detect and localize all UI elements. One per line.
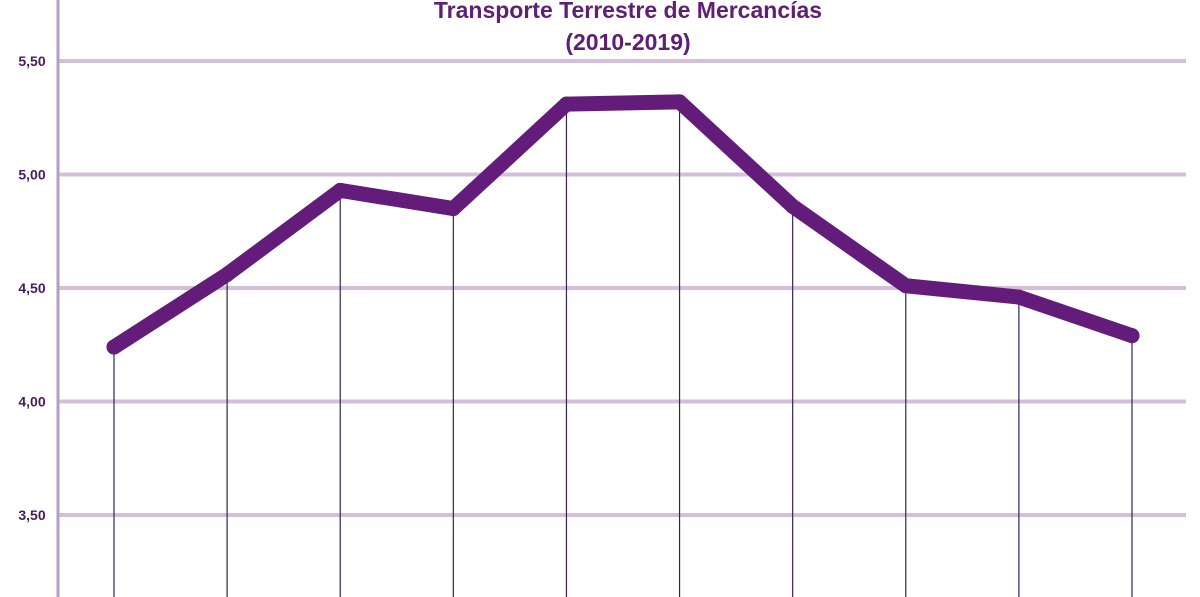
y-tick-label: 4,50 bbox=[18, 280, 45, 296]
y-tick-label: 5,50 bbox=[18, 53, 45, 69]
chart-title-line-2: (2010-2019) bbox=[565, 29, 690, 55]
y-tick-label: 5,00 bbox=[18, 167, 45, 183]
data-point bbox=[106, 339, 122, 355]
series-line bbox=[106, 94, 1140, 355]
data-point bbox=[332, 182, 348, 198]
y-tick-label: 3,50 bbox=[18, 507, 45, 523]
data-point bbox=[1011, 289, 1027, 305]
drop-lines bbox=[113, 101, 1133, 597]
gridlines bbox=[58, 59, 1186, 517]
y-tick-label: 4,00 bbox=[18, 394, 45, 410]
data-point bbox=[219, 266, 235, 282]
data-point bbox=[1124, 328, 1140, 344]
chart-title: Transporte Terrestre de Mercancías (2010… bbox=[434, 0, 822, 55]
y-axis: 3,50 4,00 4,50 5,00 5,50 bbox=[18, 0, 60, 597]
data-point bbox=[898, 278, 914, 294]
data-point bbox=[558, 96, 574, 112]
series bbox=[106, 94, 1140, 355]
data-point bbox=[672, 94, 688, 110]
data-point bbox=[445, 201, 461, 217]
data-point bbox=[785, 198, 801, 214]
chart-title-line-1: Transporte Terrestre de Mercancías bbox=[434, 0, 822, 23]
